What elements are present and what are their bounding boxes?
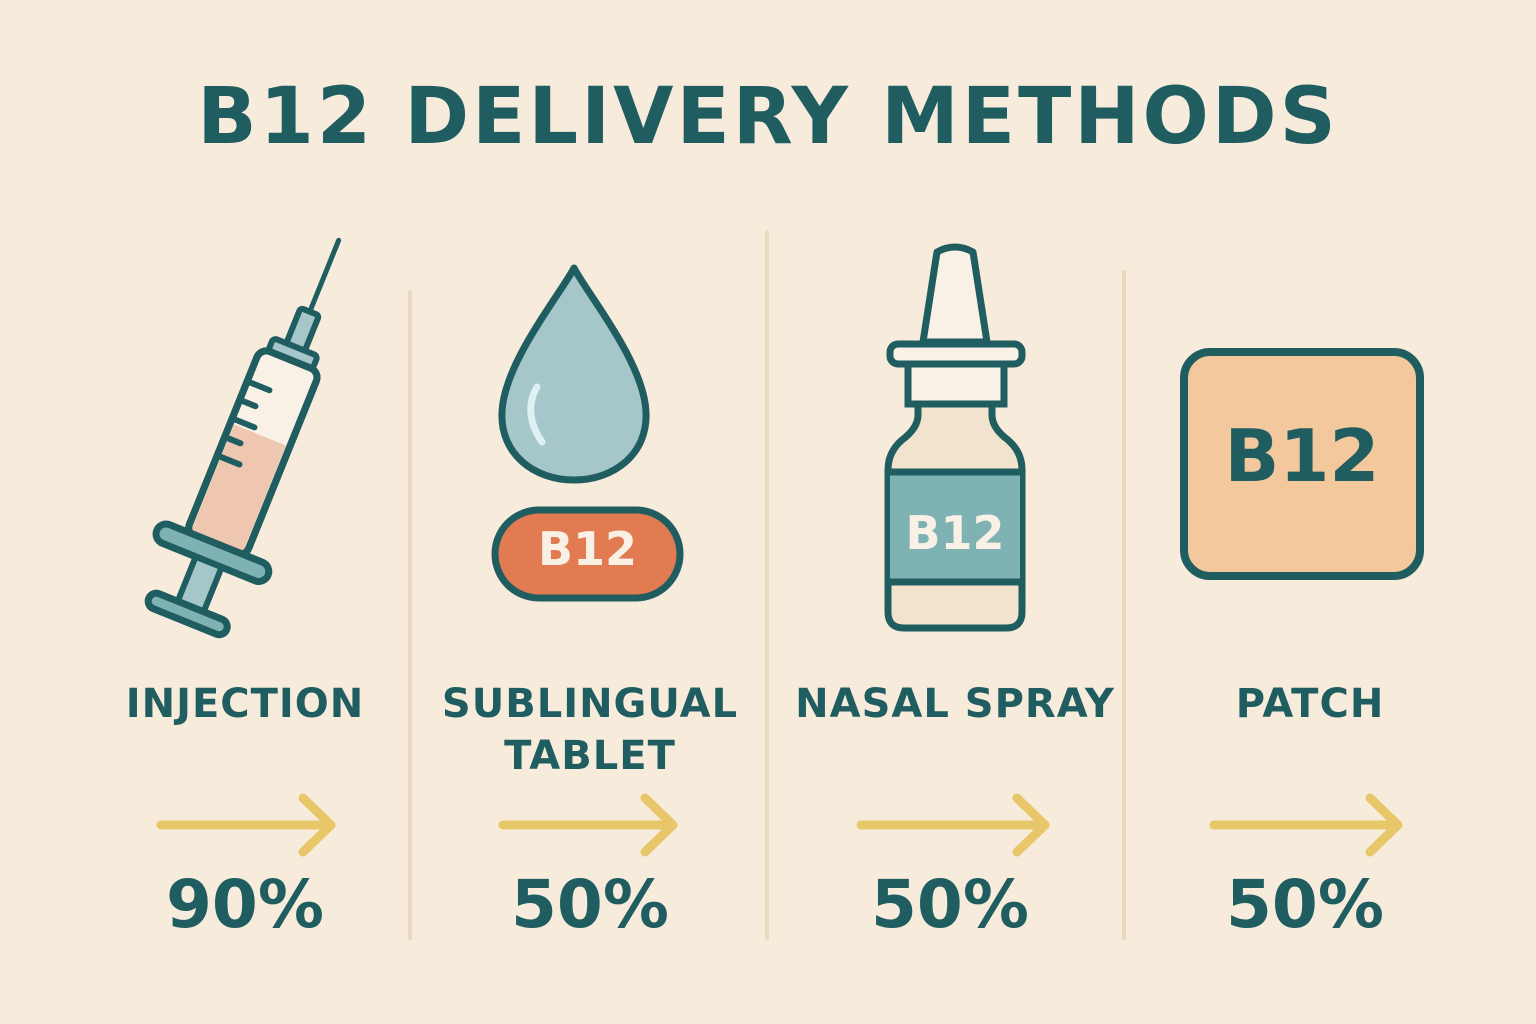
arrow-right-icon [1209,793,1403,857]
absorption-value: 50% [511,866,669,943]
b12-tablet-icon [491,506,684,602]
page-title: B12 DELIVERY METHODS [197,72,1339,162]
method-label: INJECTION [125,681,365,727]
syringe-icon [144,237,342,639]
bottle-label-text: B12 [905,506,1005,560]
tablet-text: B12 [537,522,638,576]
absorption-value: 90% [166,866,324,943]
absorption-value: 50% [871,866,1029,943]
method-label: SUBLINGUAL TABLET [430,678,750,782]
method-label-line1: SUBLINGUAL [441,681,739,727]
patch-icon [1180,348,1424,580]
column-divider [1122,270,1126,940]
absorption-value: 50% [1226,866,1384,943]
column-divider [765,230,769,940]
arrow-right-icon [856,793,1050,857]
column-divider [408,290,412,940]
method-label: PATCH [1235,681,1385,727]
method-label-line2: TABLET [504,733,676,779]
arrow-right-icon [498,793,678,857]
droplet-icon [498,264,650,484]
arrow-right-icon [156,793,336,857]
patch-text: B12 [1224,414,1380,498]
method-label: NASAL SPRAY [795,681,1115,727]
nasal-spray-bottle-icon [884,243,1026,632]
